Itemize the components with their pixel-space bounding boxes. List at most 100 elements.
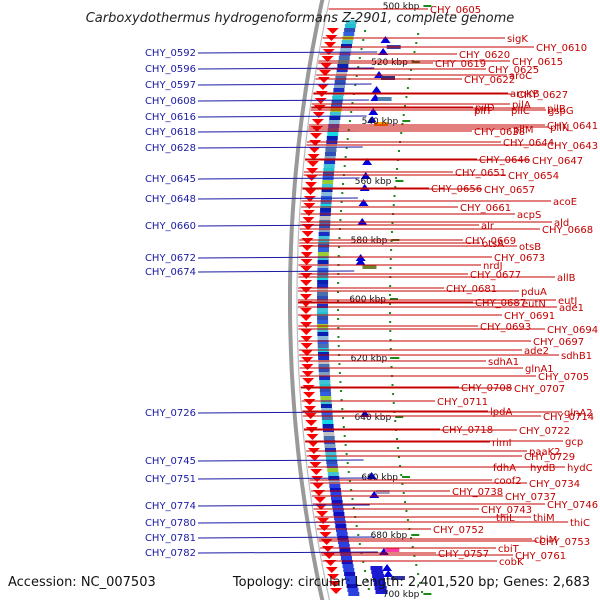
dot-track-mark: [390, 249, 393, 251]
forward-gene-arrow: [330, 588, 343, 594]
dot-track-mark: [410, 537, 413, 539]
forward-gene-arrow: [328, 581, 341, 587]
gene-color-band: [318, 228, 330, 232]
dot-track-mark: [357, 66, 360, 68]
gene-label-right: CHY_0714: [543, 412, 594, 423]
reverse-gene-block: [372, 578, 385, 582]
gene-label-right: otsB: [519, 242, 541, 253]
dot-track-mark: [360, 48, 363, 50]
dot-track-mark: [400, 474, 403, 476]
dot-track-mark: [338, 363, 341, 365]
gene-label-left: CHY_0628: [145, 143, 196, 154]
scale-tick-label: 580 kbp: [351, 236, 388, 246]
gene-color-band: [328, 480, 340, 484]
gene-label-right: ald: [554, 218, 569, 229]
reverse-gene-block: [374, 586, 387, 590]
forward-gene-arrow: [300, 336, 313, 342]
gene-color-band: [342, 564, 354, 568]
gene-color-band: [341, 560, 353, 564]
dot-track-mark: [355, 75, 358, 77]
map-title: Carboxydothermus hydrogenoformans Z-2901…: [86, 11, 515, 26]
dot-track-mark: [351, 102, 354, 104]
dot-track-mark: [341, 192, 344, 194]
gene-color-band: [319, 376, 331, 380]
gene-color-band: [335, 528, 347, 532]
scale-tick-label: 500 kbp: [383, 2, 420, 12]
gene-color-band: [317, 292, 329, 296]
forward-gene-arrow: [311, 476, 324, 482]
reverse-gene-block: [375, 590, 388, 594]
gene-leader-left: [197, 504, 370, 507]
forward-gene-arrow: [326, 28, 339, 34]
forward-gene-arrow: [303, 203, 316, 209]
reverse-gene-block: [371, 570, 384, 574]
gene-label-right: CHY_0668: [542, 225, 593, 236]
dot-track-mark: [337, 327, 340, 329]
gene-label-right: CHY_0718: [442, 425, 493, 436]
gene-color-band: [323, 432, 335, 436]
dot-track-mark: [389, 285, 392, 287]
gene-color-band: [338, 540, 350, 544]
gene-color-band: [321, 184, 333, 188]
dot-track-mark: [338, 237, 341, 239]
reverse-gene-arrow: [382, 564, 393, 571]
gene-label-right: CHY_0619: [435, 59, 486, 70]
forward-gene-arrow: [319, 70, 332, 76]
dot-track-mark: [419, 582, 422, 584]
gene-color-band: [327, 472, 339, 476]
gene-label-right: thiC: [570, 518, 590, 529]
gene-color-band: [317, 340, 329, 344]
gene-label-right: CHY_0669: [465, 236, 516, 247]
gene-color-band: [338, 60, 350, 64]
gene-color-band: [332, 504, 344, 508]
dot-track-mark: [340, 201, 343, 203]
gene-leader-left: [197, 146, 363, 149]
forward-gene-arrow: [300, 252, 313, 258]
gene-label-right: pduA: [521, 287, 547, 298]
forward-gene-arrow: [300, 308, 313, 314]
gene-color-band: [343, 568, 355, 572]
forward-gene-arrow: [321, 56, 334, 62]
gene-label-left: CHY_0674: [145, 267, 196, 278]
forward-gene-arrow: [300, 315, 313, 321]
gene-label-right: hydB: [530, 463, 556, 474]
dot-track-mark: [392, 393, 395, 395]
gene-color-band: [329, 488, 341, 492]
forward-gene-arrow: [302, 217, 315, 223]
gene-label-left: CHY_0648: [145, 194, 196, 205]
dot-track-mark: [389, 330, 392, 332]
dot-track-mark: [392, 204, 395, 206]
gene-label-right: pilM: [513, 125, 534, 136]
gene-color-band: [337, 64, 349, 68]
gene-color-band: [326, 464, 338, 468]
gene-color-band: [326, 136, 338, 140]
dot-track-mark: [389, 267, 392, 269]
gene-color-band: [317, 248, 329, 252]
dot-track-mark: [354, 84, 357, 86]
gene-color-band: [333, 512, 345, 516]
gene-color-band: [319, 388, 331, 392]
gene-label-right: eutJ: [558, 296, 577, 307]
gene-color-band: [340, 556, 352, 560]
forward-gene-arrow: [321, 546, 334, 552]
gene-color-band: [322, 172, 334, 176]
gene-color-band: [317, 336, 329, 340]
dot-track-mark: [350, 489, 353, 491]
gene-label-right: CHY_0734: [529, 479, 580, 490]
gene-color-band: [334, 80, 346, 84]
dot-track-mark: [342, 417, 345, 419]
gene-color-band: [322, 424, 334, 428]
backbone-inner-arc: [296, 0, 331, 600]
forward-gene-arrow: [310, 133, 323, 139]
gene-color-band: [317, 288, 329, 292]
gene-label-right: CHY_0638: [474, 127, 525, 138]
gene-label-right: cobK: [499, 557, 524, 568]
dot-track-mark: [342, 183, 345, 185]
gene-color-band: [338, 56, 350, 60]
dot-track-mark: [364, 30, 367, 32]
forward-gene-arrow: [300, 329, 313, 335]
forward-gene-arrow: [327, 574, 340, 580]
gene-color-band: [317, 276, 329, 280]
reverse-gene-arrow: [359, 410, 370, 417]
